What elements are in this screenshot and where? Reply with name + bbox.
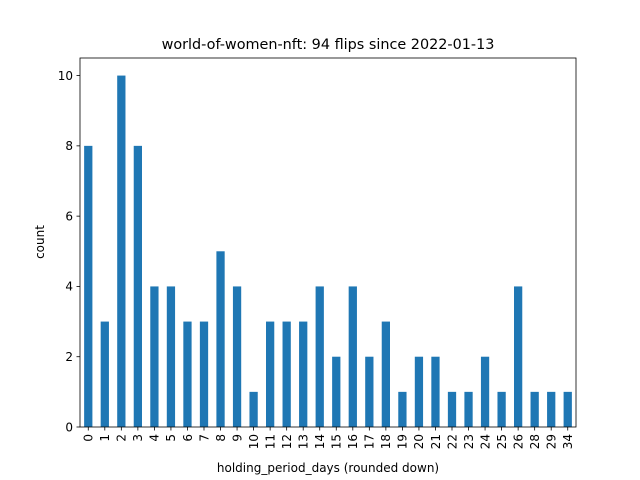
bar-0 (84, 145, 93, 428)
bar-20 (414, 356, 424, 427)
bar-4 (150, 286, 159, 427)
bar-9 (232, 286, 242, 427)
x-tick-label-3: 3 (131, 434, 145, 442)
x-tick-label-17: 17 (363, 434, 377, 449)
x-tick-label-9: 9 (230, 434, 244, 442)
x-axis-ticks: 0 1 2 3 4 5 6 7 8 9 10 11 12 13 14 15 16 17 18 19 20 21 22 23 24… (82, 427, 575, 449)
x-tick-label-34: 34 (561, 434, 575, 449)
bar-2 (117, 75, 126, 427)
bar-18 (381, 321, 390, 427)
x-tick-label-26: 26 (511, 434, 525, 449)
x-tick-label-8: 8 (214, 434, 228, 442)
y-axis-ticks: 0 2 4 6 8 10 (58, 69, 80, 434)
plot-frame (79, 57, 577, 428)
bar-21 (431, 356, 440, 427)
x-tick-label-19: 19 (396, 434, 410, 449)
y-tick-label-6: 6 (65, 209, 73, 223)
chart-title: world-of-women-nft: 94 flips since 2022-… (162, 37, 495, 53)
y-tick-label-2: 2 (65, 350, 73, 364)
bar-34 (563, 391, 572, 427)
x-tick-label-5: 5 (164, 434, 178, 442)
x-tick-label-4: 4 (148, 434, 162, 442)
x-tick-label-2: 2 (115, 434, 129, 442)
x-tick-label-15: 15 (330, 434, 344, 449)
x-tick-label-23: 23 (462, 434, 476, 449)
bar-8 (216, 251, 225, 427)
bar-16 (348, 286, 357, 427)
bar-28 (530, 391, 539, 427)
x-tick-label-7: 7 (197, 434, 211, 442)
x-tick-label-13: 13 (297, 434, 311, 449)
x-tick-label-29: 29 (545, 434, 559, 449)
y-axis-label: count (33, 225, 47, 259)
bar-29 (547, 391, 556, 427)
bar-7 (199, 321, 209, 427)
x-tick-label-28: 28 (528, 434, 542, 449)
y-tick-label-8: 8 (65, 139, 73, 153)
bar-12 (282, 321, 291, 427)
bar-26 (514, 286, 523, 427)
bar-19 (398, 391, 407, 427)
x-tick-label-20: 20 (412, 434, 426, 449)
x-tick-label-6: 6 (181, 434, 195, 442)
y-tick-label-0: 0 (65, 420, 73, 434)
x-tick-label-21: 21 (429, 434, 443, 449)
x-tick-label-16: 16 (346, 434, 360, 449)
bar-3 (133, 145, 142, 428)
bar-15 (332, 356, 341, 427)
x-tick-label-1: 1 (98, 434, 112, 442)
bar-22 (447, 391, 457, 427)
bar-6 (183, 321, 192, 427)
x-tick-label-10: 10 (247, 434, 261, 449)
bar-10 (249, 391, 258, 427)
x-tick-label-25: 25 (495, 434, 509, 449)
bars-group (84, 75, 572, 428)
bar-13 (299, 321, 308, 427)
x-axis-label: holding_period_days (rounded down) (217, 461, 439, 475)
x-tick-label-22: 22 (445, 434, 459, 449)
bar-23 (464, 391, 473, 427)
x-tick-label-14: 14 (313, 434, 327, 449)
bar-25 (497, 391, 506, 427)
bar-1 (100, 321, 109, 427)
x-tick-label-11: 11 (263, 434, 277, 449)
bar-24 (480, 356, 490, 427)
x-tick-label-12: 12 (280, 434, 294, 449)
x-tick-label-0: 0 (82, 434, 96, 442)
y-tick-label-4: 4 (65, 280, 73, 294)
x-tick-label-24: 24 (478, 434, 492, 449)
y-tick-label-10: 10 (58, 69, 73, 83)
bar-11 (266, 321, 275, 427)
bar-14 (315, 286, 324, 427)
x-tick-label-18: 18 (379, 434, 393, 449)
bar-5 (166, 286, 176, 427)
bar-17 (365, 356, 374, 427)
